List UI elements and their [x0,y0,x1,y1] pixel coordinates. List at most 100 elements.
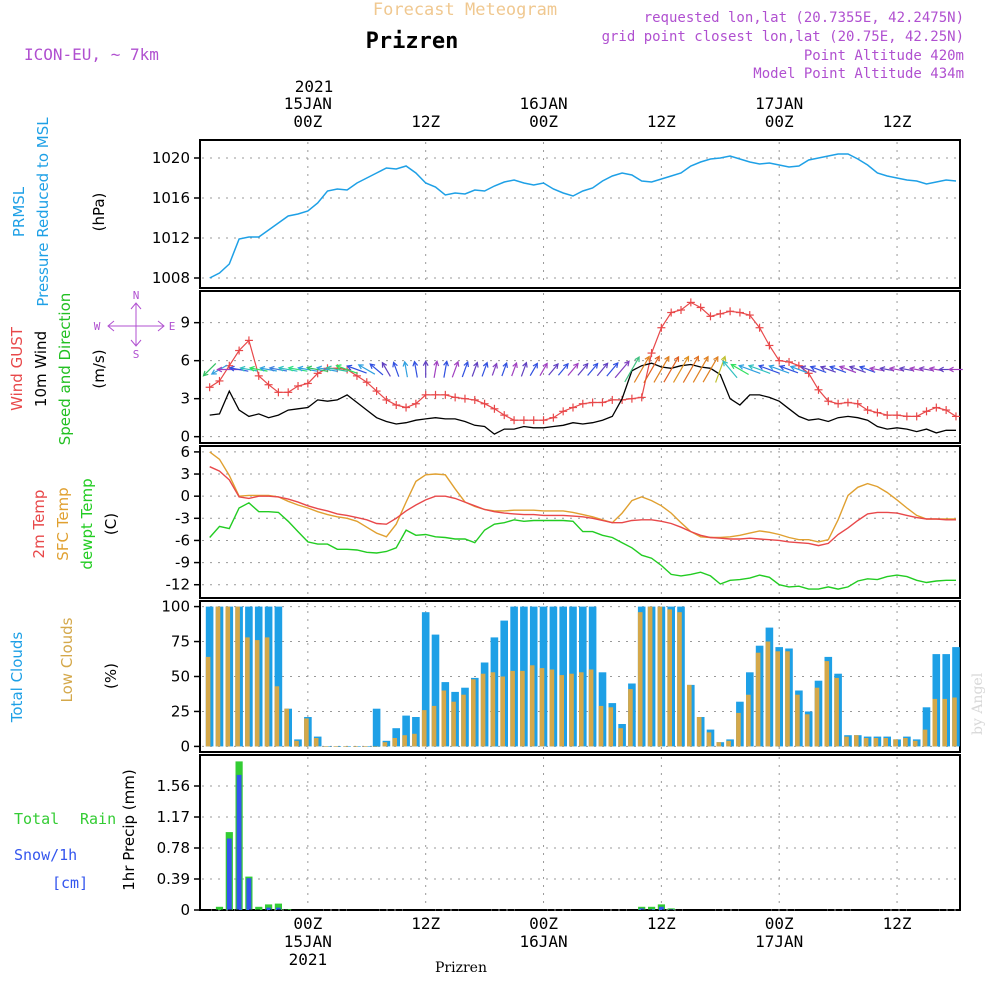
compass-north: N [133,289,140,302]
low-cloud-bar [215,606,221,747]
total-cloud-bar [392,728,400,747]
low-cloud-bar [804,714,810,747]
temp-ytick-label-1: -9 [175,554,190,572]
chart-supertitle: Forecast Meteogram [373,0,557,20]
low-cloud-bar [746,694,751,747]
gust-marker [951,412,960,421]
low-cloud-bar [637,612,643,747]
top-date-label-2: 16JAN [519,94,567,113]
wind-direction-arrow [335,364,358,374]
gust-marker [460,394,469,403]
wind-direction-arrow [738,364,761,374]
wind-direction-arrow [643,355,660,384]
total-clouds-label: Total Clouds [8,632,26,724]
gust-marker [411,399,420,408]
temp-ytick-label-3: -3 [175,509,190,527]
wind-direction-arrow [259,365,277,372]
low-cloud-bar [677,612,682,747]
precip-ytick-label-2: 0.78 [157,839,190,857]
low-cloud-bar [431,705,437,747]
wind-direction-arrow [297,365,318,372]
compass-rose-icon [107,302,165,347]
top-time-label-5: 12Z [883,112,912,131]
low-cloud-bar [205,656,211,747]
low-cloud-bar [343,746,348,747]
snow-bar [246,878,252,910]
total-precip-bar [648,906,656,910]
total-precip-bar [265,904,273,910]
gust-marker [863,406,872,415]
wind-direction-arrow [287,365,308,372]
wind-axis-labels: Wind GUST 10m Wind Speed and Direction (… [8,289,175,445]
wind-direction-arrow [730,363,749,376]
wind-panel: 0 3 6 9 [180,290,963,446]
top-time-label-1: 12Z [411,112,440,131]
total-cloud-bar [412,717,420,747]
bottom-time-label-5: 12Z [883,914,912,933]
legend-total: Total [14,810,59,828]
low-cloud-bar [834,677,839,747]
low-cloud-bar [441,690,447,747]
gust-marker [578,399,587,408]
precip-axis-labels: Total Rain Snow/1h [cm] 1hr Precip (mm) [14,769,138,892]
low-cloud-bar [912,740,918,747]
low-cloud-bar [657,606,663,747]
low-cloud-bar [824,661,830,747]
low-cloud-bar [520,670,525,747]
wind-direction-arrow [520,361,528,377]
pressure-series [209,153,957,279]
wind-direction-arrow [228,365,249,372]
legend-rain: Rain [80,810,116,828]
wind-direction-arrow [461,360,469,378]
wind-direction-arrow [947,366,963,373]
gust-marker [431,390,440,399]
low-cloud-bar [942,698,947,747]
low-cloud-bar [549,669,555,747]
clouds-ytick-label-0: 0 [180,737,190,755]
low-cloud-bar [687,684,692,747]
low-cloud-bar [608,707,614,747]
clouds-panel: 0 25 50 75 100 [161,598,961,755]
total-precip-bar [284,909,292,910]
gust-marker [598,398,607,407]
top-date-label-0: 15JAN [284,94,332,113]
wind-direction-arrow [422,360,429,378]
gust-marker [608,395,617,404]
pressure-frame [199,139,961,289]
wind-direction-arrow [908,366,924,372]
precipitation-panel: 0 0.39 0.78 1.17 1.56 [157,754,961,919]
point-altitude: Point Altitude 420m [804,48,964,64]
gust-marker [539,416,548,425]
gust-marker [303,379,312,388]
precip-ytick-label-3: 1.17 [157,808,190,826]
gust-marker [519,416,528,425]
wind-direction-arrow [357,364,376,375]
wind-direction-arrow [567,362,579,376]
precip-axis-title: 1hr Precip (mm) [120,769,138,890]
bottom-time-label-2: 00Z [529,914,558,933]
low-cloud-bar [392,738,397,747]
gust-marker [470,395,479,404]
gust-marker [686,298,695,307]
total-cloud-bar [952,647,960,747]
gust-marker [362,378,371,387]
gust-marker [706,312,715,321]
low-cloud-bar [333,746,339,747]
low-cloud-bar [372,746,378,747]
bottom-time-label-1: 12Z [411,914,440,933]
wind-direction-arrow [315,365,338,372]
bottom-time-label-3: 12Z [647,914,676,933]
pressure-ytick-label-1: 1012 [152,229,190,247]
low-cloud-bar [402,735,407,747]
top-time-label-2: 00Z [529,112,558,131]
wind-direction-arrow [402,360,409,378]
wind-direction-arrow [369,363,384,376]
low-cloud-bar [382,742,388,747]
top-time-label-4: 00Z [765,112,794,131]
wind-direction-arrow [381,361,391,377]
low-cloud-bar [785,651,790,747]
wind-direction-arrow [443,360,449,378]
total-cloud-bar [431,634,440,747]
bottom-date-label-0: 15JAN [284,932,332,951]
